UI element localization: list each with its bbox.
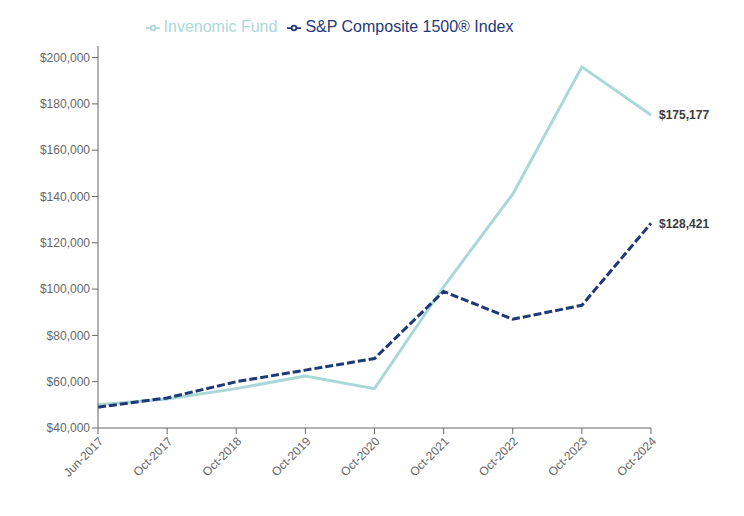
html-text:S&P Composite 1500® Index: S&P Composite 1500® Index: [305, 18, 514, 35]
svg-text:$100,000: $100,000: [40, 282, 90, 296]
svg-text:$80,000: $80,000: [47, 329, 91, 343]
svg-text:Oct-2022: Oct-2022: [476, 434, 521, 479]
svg-text:$140,000: $140,000: [40, 190, 90, 204]
svg-text:$180,000: $180,000: [40, 97, 90, 111]
svg-text:Oct-2018: Oct-2018: [200, 434, 245, 479]
svg-text:Jun-2017: Jun-2017: [61, 434, 107, 480]
svg-text:Oct-2021: Oct-2021: [407, 434, 452, 479]
svg-text:$120,000: $120,000: [40, 236, 90, 250]
svg-text:$160,000: $160,000: [40, 143, 90, 157]
svg-text:$40,000: $40,000: [47, 421, 91, 435]
html-text:Invenomic Fund: Invenomic Fund: [163, 18, 278, 35]
svg-text:$200,000: $200,000: [40, 51, 90, 65]
svg-text:$60,000: $60,000: [47, 375, 91, 389]
svg-text:Oct-2023: Oct-2023: [545, 434, 590, 479]
svg-text:Oct-2019: Oct-2019: [269, 434, 314, 479]
svg-text:Oct-2020: Oct-2020: [338, 434, 383, 479]
svg-text:$175,177: $175,177: [659, 108, 709, 122]
svg-text:Oct-2017: Oct-2017: [130, 434, 175, 479]
svg-text:Oct-2024: Oct-2024: [614, 434, 659, 479]
svg-text:$128,421: $128,421: [659, 217, 709, 231]
